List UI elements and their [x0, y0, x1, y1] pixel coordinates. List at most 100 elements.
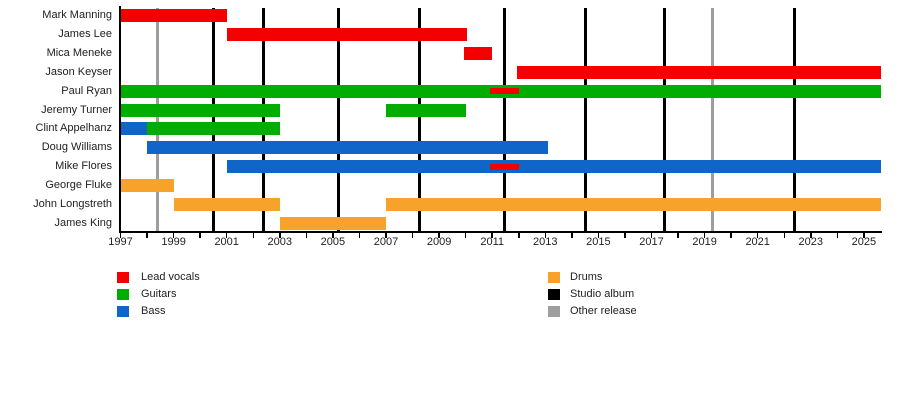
axis-tick: [810, 233, 812, 238]
member-label: Jeremy Turner: [41, 103, 112, 116]
member-label: George Fluke: [45, 179, 112, 192]
axis-tick: [252, 233, 254, 238]
studio-album-line: [793, 8, 797, 232]
axis-tick: [730, 233, 732, 238]
axis-tick: [650, 233, 653, 238]
timeline-bar-lead_vocals: [464, 46, 493, 60]
legend-item-guitars: Guitars: [0, 288, 900, 303]
axis-tick: [411, 233, 414, 238]
member-label: Doug Williams: [41, 141, 112, 154]
timeline-bar-bass: [120, 122, 148, 136]
timeline-bar-lead_vocals: [517, 65, 882, 79]
axis-tick: [146, 233, 148, 238]
timeline-bar-bass: [226, 160, 882, 174]
legend-swatch-other_release: [548, 306, 560, 317]
member-label: James King: [54, 216, 112, 229]
timeline-bar-guitars: [386, 103, 466, 117]
axis-year-label: 1997: [108, 236, 133, 248]
studio-album-line: [211, 8, 215, 232]
axis-tick: [518, 233, 520, 238]
axis-year-label: 2025: [851, 236, 877, 248]
legend-label-bass: Bass: [141, 305, 166, 317]
studio-album-line: [663, 8, 667, 232]
member-label: Clint Appelhanz: [35, 122, 112, 135]
member-label: Mark Manning: [42, 9, 112, 21]
axis-tick: [703, 233, 706, 238]
timeline-overlay-lead_vocals: [489, 163, 519, 170]
timeline-bar-guitars: [147, 122, 280, 136]
axis-tick: [358, 233, 361, 238]
legend-item-bass: Bass: [0, 305, 900, 320]
studio-album-line: [502, 8, 506, 232]
axis-year-label: 2021: [745, 236, 770, 248]
legend-swatch-studio_album: [548, 289, 560, 300]
axis-tick: [172, 233, 175, 238]
legend-item-other_release: Other release: [0, 305, 900, 320]
axis-year-label: 2009: [426, 236, 452, 248]
studio-album-line: [417, 8, 421, 232]
axis-year-label: 2001: [214, 236, 239, 248]
studio-album-line: [262, 8, 266, 232]
axis-tick: [677, 233, 679, 238]
axis-tick: [571, 233, 573, 238]
y-axis-line: [119, 6, 121, 233]
legend-swatch-drums: [548, 272, 560, 283]
other-release-line: [711, 8, 715, 232]
axis-tick: [385, 233, 387, 238]
axis-year-label: 2003: [267, 236, 293, 248]
axis-tick: [464, 233, 467, 238]
axis-year-label: 2011: [480, 236, 505, 248]
member-label: Mica Meneke: [46, 46, 112, 59]
axis-year-label: 2023: [798, 236, 824, 248]
legend-swatch-guitars: [117, 289, 129, 300]
legend-label-guitars: Guitars: [141, 288, 177, 300]
timeline-bar-lead_vocals: [226, 27, 467, 41]
timeline-bar-bass: [147, 141, 548, 155]
axis-tick: [624, 233, 626, 238]
axis-tick: [836, 233, 839, 238]
axis-tick: [491, 233, 493, 238]
legend-item-studio_album: Studio album: [0, 288, 900, 303]
axis-year-label: 2015: [586, 236, 611, 248]
other-release-line: [156, 8, 160, 232]
legend-item-lead_vocals: Lead vocals: [0, 271, 900, 286]
axis-year-label: 2017: [639, 236, 664, 248]
axis-tick: [119, 233, 122, 238]
legend-label-studio_album: Studio album: [570, 288, 635, 300]
axis-tick: [279, 233, 281, 238]
timeline-overlay-lead_vocals: [489, 88, 519, 95]
timeline-bar-drums: [279, 216, 386, 230]
axis-tick: [544, 233, 547, 238]
axis-tick: [438, 233, 440, 238]
legend-label-drums: Drums: [570, 271, 603, 283]
legend-item-drums: Drums: [0, 271, 900, 286]
member-label: Paul Ryan: [61, 84, 112, 97]
timeline-bar-lead_vocals: [120, 9, 227, 22]
x-axis-line: [119, 231, 882, 233]
member-label: Mike Flores: [55, 160, 112, 173]
axis-tick: [332, 233, 334, 238]
member-label: John Longstreth: [33, 198, 112, 210]
axis-tick: [863, 233, 865, 238]
axis-tick: [199, 233, 201, 238]
axis-tick: [783, 233, 785, 238]
timeline-bar-drums: [386, 198, 882, 211]
axis-tick: [225, 233, 228, 238]
timeline-bar-guitars: [120, 103, 280, 117]
legend-label-lead_vocals: Lead vocals: [141, 271, 200, 283]
studio-album-line: [583, 8, 587, 232]
legend-swatch-bass: [117, 306, 129, 317]
axis-year-label: 1999: [161, 236, 186, 248]
axis-tick: [597, 233, 600, 238]
timeline-bar-drums: [120, 179, 174, 193]
legend-swatch-lead_vocals: [117, 272, 129, 283]
axis-year-label: 2005: [320, 236, 346, 248]
legend-label-other_release: Other release: [570, 305, 637, 317]
axis-year-label: 2013: [533, 236, 558, 248]
